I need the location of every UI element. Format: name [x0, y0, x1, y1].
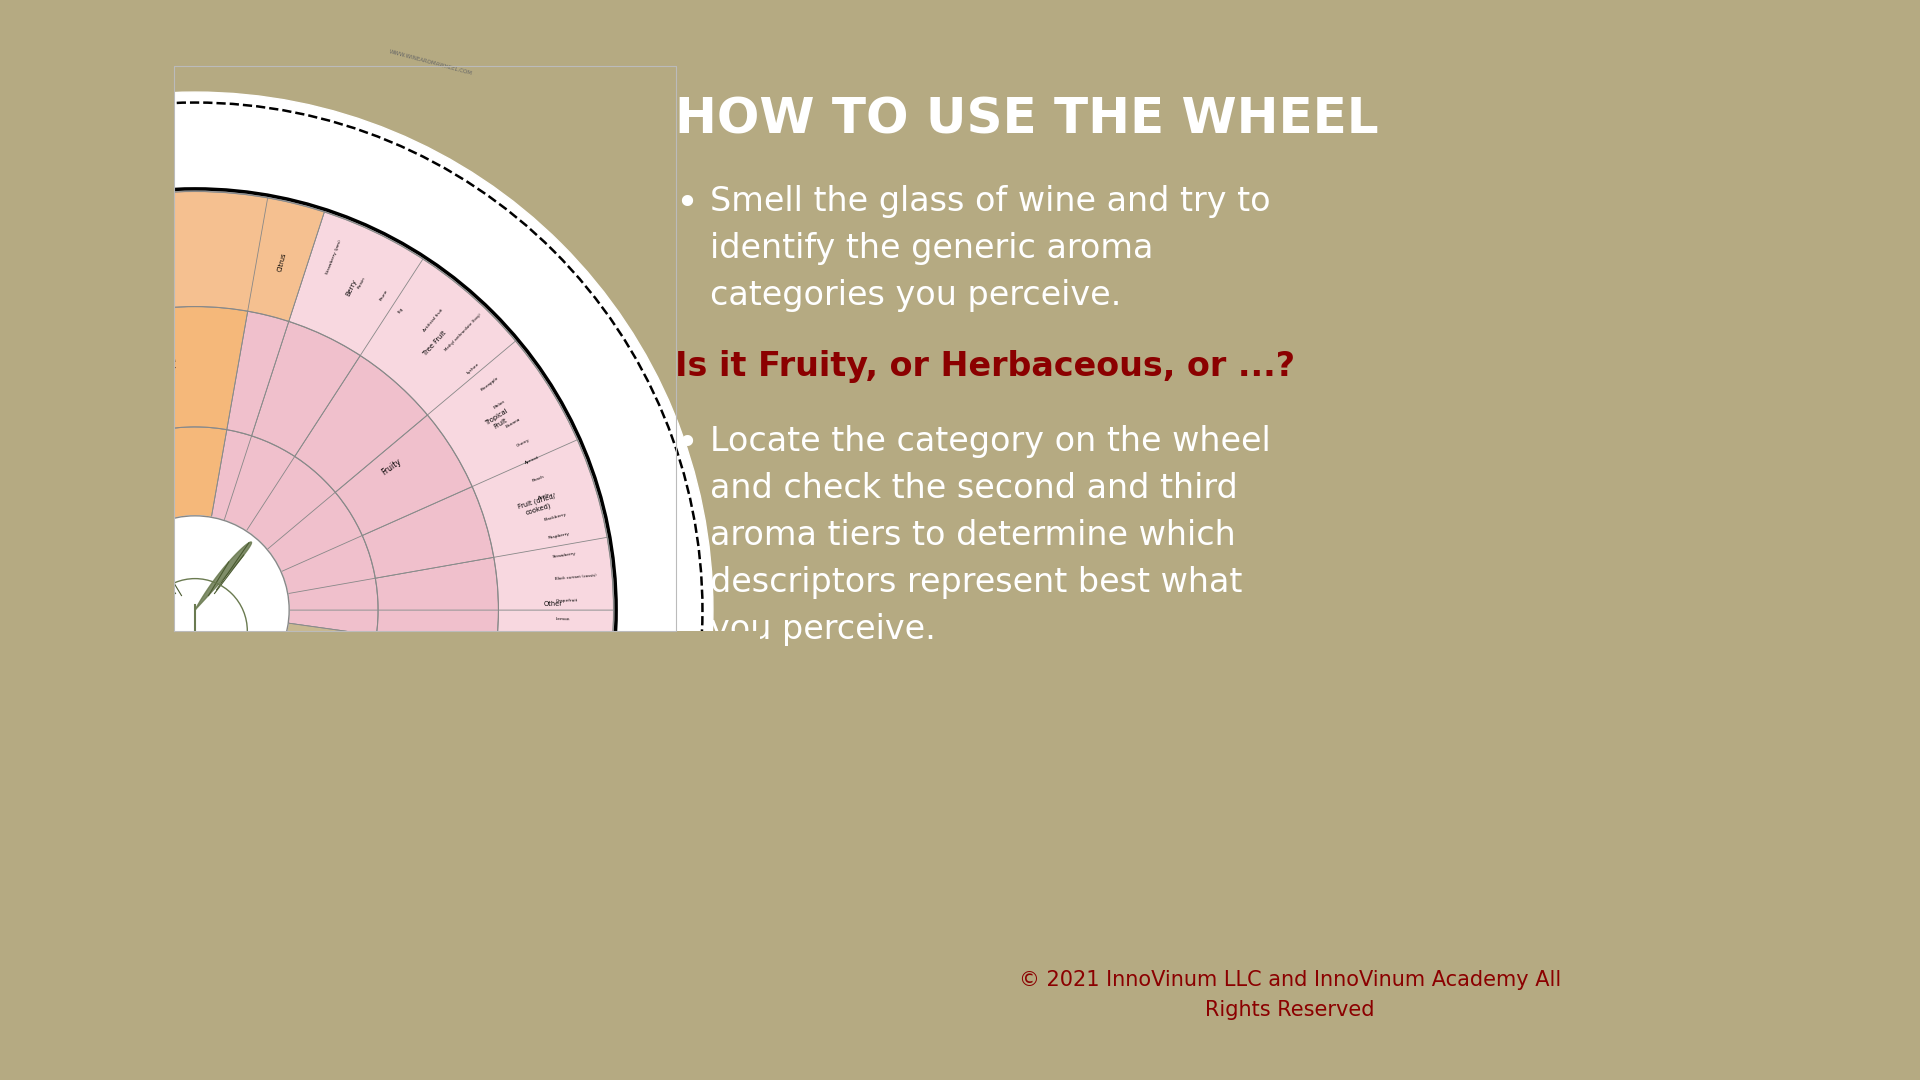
- Wedge shape: [23, 643, 144, 764]
- Wedge shape: [296, 355, 428, 492]
- Text: Clove: Clove: [161, 251, 167, 262]
- Text: Caramel: Caramel: [217, 829, 230, 863]
- Wedge shape: [123, 427, 227, 524]
- Circle shape: [0, 92, 712, 1080]
- Text: Prune: Prune: [380, 288, 390, 301]
- Text: Cherry: Cherry: [516, 437, 530, 448]
- Text: Artificial fruit: Artificial fruit: [422, 308, 444, 333]
- Text: Methyl anthranilate (foxy): Methyl anthranilate (foxy): [444, 312, 482, 352]
- Text: Berry: Berry: [346, 279, 359, 297]
- Text: Apple: Apple: [538, 492, 551, 500]
- Wedge shape: [288, 610, 378, 635]
- Text: and check the second and third: and check the second and third: [710, 472, 1238, 505]
- Text: WWW.WINEAROMAWHEEL.COM: WWW.WINEAROMAWHEEL.COM: [388, 50, 472, 77]
- Wedge shape: [0, 740, 127, 891]
- Text: Grapefruit: Grapefruit: [555, 598, 578, 603]
- Wedge shape: [336, 415, 472, 536]
- Text: Canned/
Cooked: Canned/ Cooked: [92, 941, 111, 971]
- Wedge shape: [77, 307, 248, 442]
- Text: Raisin: Raisin: [357, 275, 367, 289]
- Text: Strawberry (jam): Strawberry (jam): [324, 239, 342, 275]
- Wedge shape: [12, 594, 106, 673]
- Wedge shape: [211, 430, 378, 610]
- Wedge shape: [96, 689, 182, 792]
- Text: Blackberry: Blackberry: [543, 512, 568, 522]
- Text: descriptors represent best what: descriptors represent best what: [710, 566, 1242, 599]
- Text: •: •: [676, 426, 699, 463]
- Text: HOW TO USE THE WHEEL: HOW TO USE THE WHEEL: [676, 95, 1379, 143]
- Wedge shape: [313, 635, 495, 842]
- Wedge shape: [0, 225, 77, 753]
- Wedge shape: [390, 652, 609, 931]
- Polygon shape: [196, 542, 252, 610]
- Polygon shape: [0, 35, 175, 631]
- Text: Smell the glass of wine and try to: Smell the glass of wine and try to: [710, 185, 1271, 218]
- Text: Pineapple: Pineapple: [480, 376, 499, 392]
- Text: Woody: Woody: [198, 957, 204, 980]
- Wedge shape: [0, 673, 65, 824]
- Text: Black currant (cassis): Black currant (cassis): [555, 572, 597, 581]
- Wedge shape: [136, 842, 465, 1028]
- Text: Apricot: Apricot: [524, 455, 540, 465]
- Text: Strawberry: Strawberry: [551, 551, 576, 558]
- Text: Lychee: Lychee: [467, 362, 480, 375]
- Text: Other: Other: [543, 600, 563, 607]
- Text: Licorice/anise: Licorice/anise: [106, 259, 117, 289]
- Text: © 2021 InnoVinum LLC and InnoVinum Academy All
Rights Reserved: © 2021 InnoVinum LLC and InnoVinum Acade…: [1020, 970, 1561, 1020]
- Text: Locate the category on the wheel: Locate the category on the wheel: [710, 426, 1271, 458]
- Wedge shape: [154, 791, 248, 914]
- Text: Fresh: Fresh: [0, 899, 2, 916]
- Text: Woody: Woody: [102, 819, 119, 846]
- Wedge shape: [81, 780, 169, 910]
- Text: Rose: Rose: [21, 292, 29, 302]
- Wedge shape: [376, 610, 499, 652]
- Wedge shape: [252, 322, 361, 457]
- Text: Black pepper: Black pepper: [134, 254, 142, 283]
- Text: Tropical
Fruit: Tropical Fruit: [484, 408, 513, 432]
- Text: Melon: Melon: [493, 400, 507, 409]
- Text: Spicy: Spicy: [163, 357, 175, 379]
- Text: Fruity: Fruity: [380, 457, 403, 477]
- Text: Fig: Fig: [397, 307, 405, 313]
- Text: Raspberry: Raspberry: [549, 531, 570, 540]
- Text: you perceive.: you perceive.: [710, 613, 935, 646]
- Wedge shape: [13, 513, 115, 602]
- Wedge shape: [40, 442, 157, 561]
- Text: Floral: Floral: [29, 413, 50, 435]
- Text: categories you perceive.: categories you perceive.: [710, 279, 1121, 312]
- Polygon shape: [0, 631, 770, 1080]
- Text: identify the generic aroma: identify the generic aroma: [710, 232, 1154, 265]
- Text: Banana: Banana: [505, 417, 520, 429]
- Wedge shape: [495, 610, 614, 669]
- Text: Herbaceous/
Vegetative: Herbaceous/ Vegetative: [0, 731, 36, 775]
- Wedge shape: [363, 487, 493, 578]
- Wedge shape: [0, 583, 23, 714]
- Text: Violet: Violet: [2, 302, 12, 315]
- Text: Peach: Peach: [532, 474, 545, 483]
- Text: Fruit (dried/
cooked): Fruit (dried/ cooked): [516, 492, 559, 517]
- Polygon shape: [127, 575, 198, 638]
- Wedge shape: [0, 449, 40, 594]
- Text: aroma tiers to determine which: aroma tiers to determine which: [710, 519, 1236, 552]
- Text: Citrus: Citrus: [276, 252, 286, 272]
- Wedge shape: [31, 191, 324, 330]
- Text: Nut: Nut: [342, 928, 351, 942]
- Wedge shape: [169, 698, 263, 793]
- Text: •: •: [676, 185, 699, 222]
- Text: Lemon: Lemon: [555, 618, 570, 622]
- Text: Other: Other: [371, 746, 394, 767]
- Wedge shape: [227, 311, 288, 436]
- Wedge shape: [374, 557, 499, 610]
- Wedge shape: [230, 623, 376, 780]
- Circle shape: [102, 516, 290, 704]
- Wedge shape: [0, 714, 154, 1025]
- FancyBboxPatch shape: [184, 492, 636, 1022]
- Text: Spicy: Spicy: [154, 244, 161, 262]
- Wedge shape: [227, 751, 390, 908]
- Wedge shape: [0, 330, 123, 513]
- Text: Tree Fruit: Tree Fruit: [422, 330, 447, 357]
- Text: Other: Other: [499, 777, 518, 791]
- Wedge shape: [288, 212, 614, 610]
- Text: Is it Fruity, or Herbaceous, or ...?: Is it Fruity, or Herbaceous, or ...?: [676, 350, 1294, 383]
